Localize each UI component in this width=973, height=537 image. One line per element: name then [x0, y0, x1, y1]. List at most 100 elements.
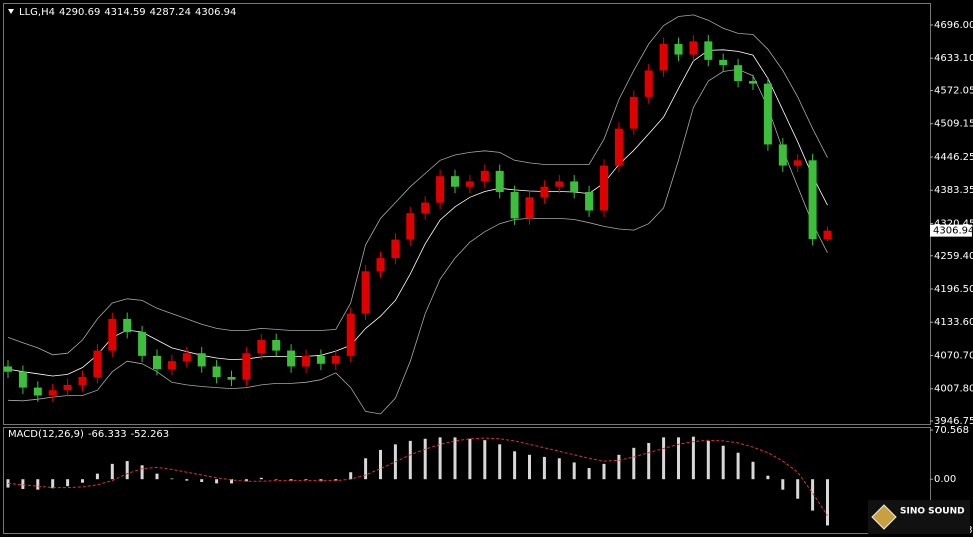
candle-body — [33, 387, 42, 396]
candle-body — [48, 390, 57, 396]
candle-body — [495, 170, 504, 193]
macd-bar — [215, 479, 219, 484]
candle-body — [376, 258, 385, 272]
candle-body — [212, 366, 221, 378]
macd-bar — [602, 463, 606, 480]
macd-bar — [542, 456, 546, 480]
candle-body — [823, 230, 832, 240]
header-low: 4287.24 — [150, 7, 191, 18]
header-open: 4290.69 — [59, 7, 100, 18]
y-tick-label: 4509.15 — [934, 119, 973, 130]
band-lower — [7, 68, 828, 415]
candle-body — [480, 170, 489, 182]
macd-bar — [662, 437, 666, 480]
macd-bar — [364, 458, 368, 480]
price-panel-frame — [3, 3, 931, 425]
candle-body — [167, 361, 176, 370]
macd-bar — [185, 479, 189, 481]
macd-bar — [632, 447, 636, 480]
macd-bar — [51, 479, 55, 489]
macd-bar — [453, 437, 457, 480]
y-tick-label: 4633.10 — [934, 53, 973, 64]
y-tick-label: 4259.40 — [934, 251, 973, 262]
macd-bar — [274, 479, 278, 480]
header-arrow — [8, 9, 14, 14]
symbol: LLG,H4 — [19, 7, 55, 18]
macd-bar — [706, 440, 710, 480]
macd-bar — [826, 479, 829, 526]
candle-body — [555, 181, 564, 187]
candle-body — [510, 192, 519, 219]
logo: SINO SOUND — [868, 500, 970, 534]
macd-bar — [289, 479, 293, 481]
macd-bar — [125, 461, 129, 480]
candle-body — [272, 340, 281, 351]
candle-body — [331, 355, 340, 364]
candle-body — [793, 160, 802, 166]
candle-body — [361, 271, 370, 314]
macd-bar — [781, 479, 785, 490]
header-high: 4314.59 — [104, 7, 145, 18]
macd-bar — [200, 479, 204, 482]
macd-bar — [408, 440, 412, 480]
macd-bar — [677, 437, 680, 480]
candle-body — [287, 350, 296, 367]
candle-body — [689, 41, 698, 55]
candle-body — [227, 377, 236, 380]
y-tick-label: 4007.80 — [934, 384, 973, 395]
candle-body — [719, 59, 728, 66]
macd-bar — [21, 479, 25, 489]
macd-bar — [304, 479, 308, 480]
candle-body — [674, 44, 683, 55]
macd-bar — [349, 472, 353, 480]
candle-body — [629, 96, 638, 129]
macd-bar — [796, 479, 800, 499]
price-tag: 4306.94 — [933, 226, 973, 237]
candle-body — [346, 313, 355, 356]
macd-bar — [736, 452, 740, 480]
candle-body — [406, 213, 415, 240]
macd-bar — [811, 479, 815, 511]
macd-bar — [766, 475, 770, 480]
macd-bar — [334, 479, 338, 481]
candle-body — [659, 44, 668, 71]
candle-body — [242, 353, 251, 380]
macd-signal-value: -52.263 — [131, 429, 170, 440]
candle-body — [138, 332, 147, 356]
candle-body — [763, 83, 772, 145]
candle-body — [749, 81, 757, 84]
candle-body — [808, 160, 817, 240]
candle-body — [436, 176, 445, 203]
macd-bar — [95, 473, 99, 480]
candle-body — [108, 318, 117, 351]
price-tag-bg — [930, 224, 972, 237]
candle-body — [451, 176, 459, 187]
macd-bar — [468, 438, 472, 480]
candle-body — [182, 353, 191, 362]
candle-body — [63, 384, 72, 391]
candle-body — [421, 202, 430, 214]
macd-bar — [438, 437, 442, 480]
macd-main-value: -66.333 — [88, 429, 127, 440]
y-tick-label: 4383.35 — [934, 185, 973, 196]
macd-bar — [230, 479, 233, 484]
candle-body — [302, 355, 310, 367]
candle-body — [18, 371, 27, 388]
y-tick-label: 4320.45 — [934, 218, 973, 229]
macd-bar — [259, 477, 263, 480]
candle-body — [93, 350, 102, 378]
candle-body — [585, 192, 594, 211]
macd-bar — [572, 462, 576, 480]
candle-body — [197, 353, 206, 367]
macd-bar — [379, 449, 382, 480]
candle-body — [78, 377, 87, 385]
macd-bar — [483, 440, 487, 480]
macd-bar — [721, 445, 725, 480]
candle-body — [778, 144, 787, 166]
y-tick-label: 0.00 — [934, 474, 956, 485]
macd-title: MACD(12,26,9) — [8, 429, 84, 440]
macd-bar — [751, 461, 755, 480]
y-tick-label: 4133.60 — [934, 317, 973, 328]
